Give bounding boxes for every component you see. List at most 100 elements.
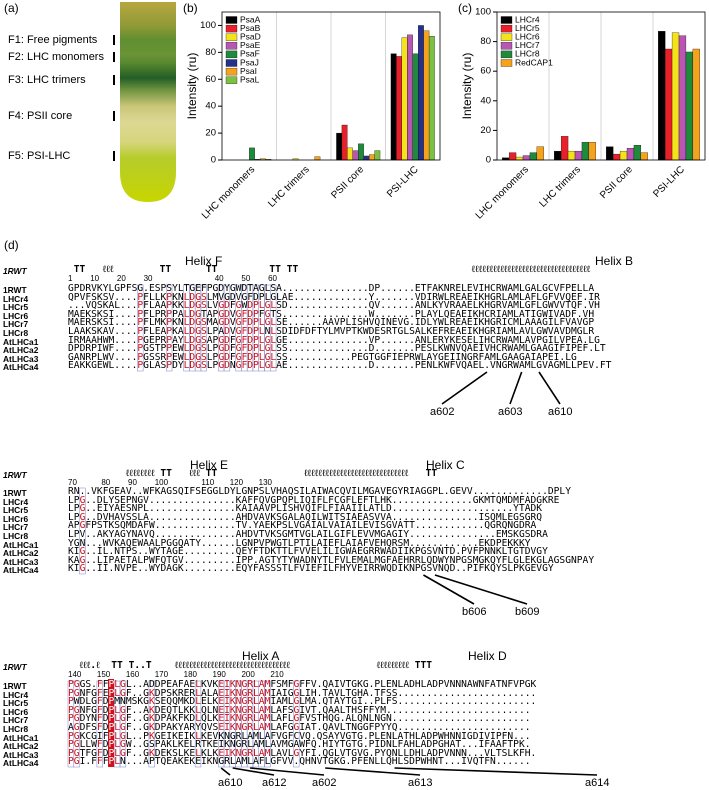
residue: F (96, 696, 103, 708)
residue: H (524, 747, 531, 759)
residue: . (345, 291, 352, 303)
residue: K (224, 739, 230, 751)
residue: L (432, 343, 438, 355)
residue: P (276, 494, 282, 506)
residue: . (195, 494, 201, 506)
residue: F (501, 554, 508, 566)
residue: F (247, 494, 253, 506)
residue: I (310, 747, 317, 759)
residue: . (177, 529, 184, 540)
residue: . (200, 520, 207, 532)
residue: V (414, 291, 421, 303)
residue: G (143, 747, 149, 759)
residue: R (247, 696, 253, 708)
residue: E (218, 679, 225, 690)
residue: L (258, 300, 265, 312)
residue: R (224, 756, 230, 768)
residue: A (85, 334, 92, 346)
residue: A (276, 722, 282, 733)
residue: . (403, 696, 410, 708)
sequence: PGI.FFFPLN...APTQEAKEKEIKNGRLAMLAFLGFVV.… (68, 756, 531, 768)
residue: . (137, 713, 144, 725)
residue: . (224, 520, 230, 532)
residue: T (368, 494, 375, 506)
residue: V (536, 563, 543, 575)
residue: . (438, 494, 444, 506)
residue: . (385, 360, 392, 372)
residue: Y (385, 722, 392, 733)
residue: . (409, 503, 415, 515)
residue: H (484, 300, 491, 312)
residue: V (212, 300, 219, 312)
residue: D (565, 308, 571, 320)
residue: K (79, 360, 86, 372)
residue: K (212, 747, 219, 759)
residue: . (507, 696, 514, 708)
residue: F (484, 679, 491, 690)
residue: A (414, 334, 421, 346)
residue: R (403, 486, 410, 497)
residue: . (455, 687, 462, 699)
residue: M (507, 308, 514, 320)
residue: I (409, 486, 415, 497)
residue: . (438, 713, 444, 725)
residue: L (305, 486, 311, 497)
residue: G (73, 679, 80, 690)
sequence-name: AtLHCa2 (3, 548, 39, 559)
residue: . (229, 503, 236, 515)
residue: G (218, 360, 225, 372)
residue: G (241, 291, 248, 303)
residue: D (368, 360, 375, 372)
residue: F (518, 494, 525, 506)
residue: A (374, 486, 381, 497)
residue: . (391, 283, 398, 294)
residue: M (264, 687, 271, 699)
residue: A (258, 747, 265, 759)
legend-swatch (225, 59, 238, 67)
residue: . (490, 704, 496, 716)
residue: A (183, 679, 190, 690)
residue: F (125, 722, 132, 733)
residue: D (154, 747, 161, 759)
residue: V (368, 529, 375, 540)
residue: Q (200, 713, 207, 725)
residue: D (530, 503, 537, 515)
residue: L (183, 308, 190, 320)
residue: . (420, 503, 427, 515)
residue: L (438, 486, 444, 497)
residue: D (547, 486, 554, 497)
residue: F (362, 537, 369, 549)
residue: G (218, 308, 225, 320)
residue: K (438, 283, 444, 294)
residue: . (507, 756, 514, 768)
residue: . (91, 554, 97, 566)
residue: L (189, 739, 196, 751)
residue: F (397, 739, 404, 751)
y-tick-label: 60 (205, 74, 216, 85)
residue: F (143, 291, 149, 303)
residue: . (385, 283, 392, 294)
residue: W (420, 756, 427, 768)
residue: . (351, 300, 358, 312)
residue: G (229, 283, 236, 294)
bar (678, 35, 687, 161)
residue: N (310, 756, 317, 768)
residue: . (449, 722, 456, 733)
residue: . (449, 503, 456, 515)
residue: M (108, 334, 115, 346)
residue: I (224, 747, 230, 759)
residue: F (143, 326, 149, 337)
residue: . (466, 722, 473, 733)
residue: D (189, 334, 196, 346)
residue: L (420, 326, 427, 337)
residue: T (368, 351, 375, 363)
residue: . (131, 291, 138, 303)
residue: C (333, 486, 340, 497)
residue: W (137, 537, 144, 549)
residue: G (542, 563, 548, 575)
bar (612, 153, 621, 161)
residue: . (195, 563, 201, 575)
residue: A (316, 520, 323, 532)
residue: T (478, 756, 485, 768)
residue: . (287, 334, 294, 346)
